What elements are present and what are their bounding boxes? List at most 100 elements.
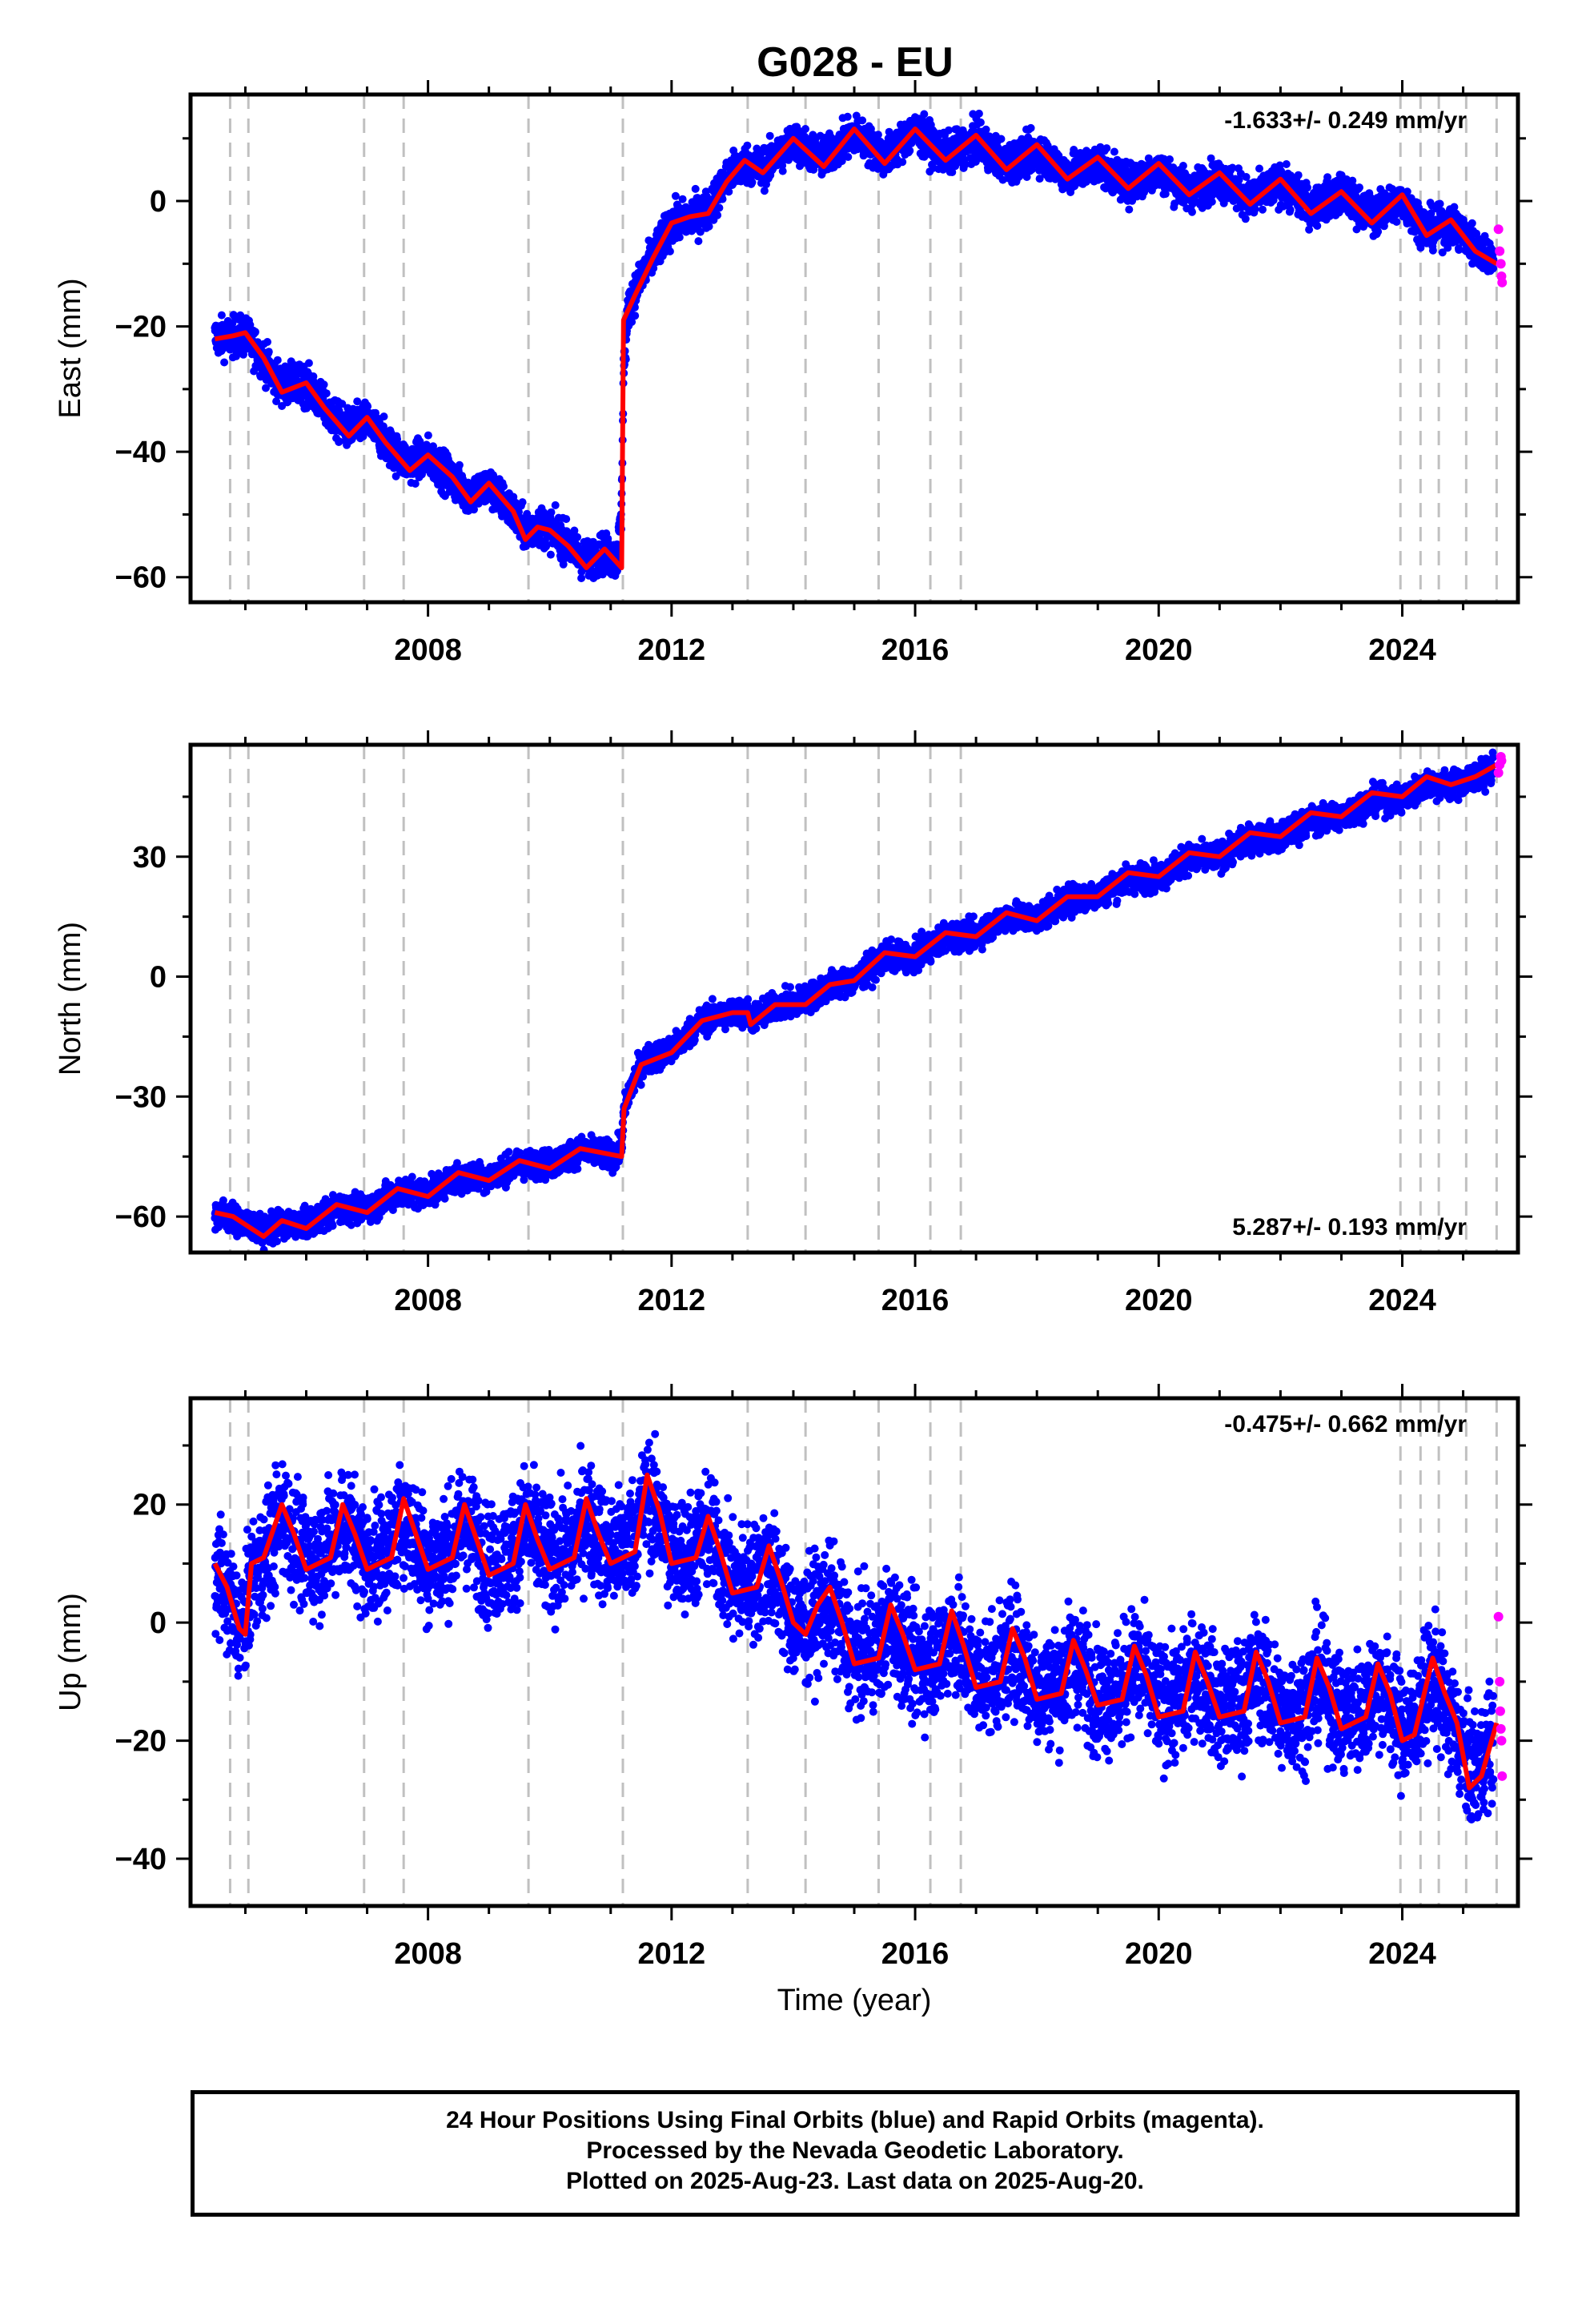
final-orbit-point [1022,173,1031,181]
final-orbit-point [694,237,703,246]
final-orbit-point [562,515,571,524]
final-orbit-point [518,498,527,507]
final-orbit-point [1125,205,1134,214]
final-orbit-point [251,328,259,336]
final-orbit-point [1161,190,1170,199]
final-orbit-point [1251,205,1259,214]
final-orbit-point [844,153,853,161]
final-orbit-point [546,550,555,559]
final-orbit-point [1359,223,1367,231]
final-orbit-point [675,233,684,242]
final-orbit-point [1323,173,1332,182]
final-orbit-point [976,118,985,127]
final-orbit-point [523,509,532,518]
final-orbit-point [725,187,733,196]
final-orbit-point [843,112,852,121]
final-orbit-point [1178,162,1187,170]
final-orbit-point [379,412,388,421]
final-orbit-point [905,147,914,155]
final-orbit-point [455,460,464,469]
final-orbit-point [948,168,957,176]
final-orbit-point [263,338,271,346]
final-orbit-point [547,508,556,517]
final-orbit-point [1110,147,1118,156]
final-orbit-point [718,195,727,203]
final-orbit-point [322,389,331,398]
final-orbit-point [220,358,229,367]
final-orbit-point [489,471,498,480]
final-orbit-point [1102,144,1111,153]
final-orbit-point [262,384,270,392]
final-orbit-point [961,160,970,169]
final-orbit-point [309,372,318,380]
final-orbit-point [858,116,867,125]
final-orbit-point [335,437,343,446]
final-orbit-point [997,135,1006,143]
final-orbit-point [411,480,420,488]
final-orbit-point [1188,207,1196,216]
final-orbit-point [778,167,787,175]
final-orbit-point [1294,171,1303,179]
final-orbit-point [363,402,372,411]
final-orbit-point [1207,197,1216,206]
final-orbit-point [418,470,426,479]
final-orbit-point [873,131,882,139]
final-orbit-point [1303,183,1311,192]
final-orbit-point [304,359,313,368]
final-orbit-point [551,501,560,509]
final-orbit-point [1235,175,1243,184]
final-orbit-point [765,131,774,140]
final-orbit-point [1305,225,1314,234]
final-orbit-point [217,311,226,320]
final-orbit-point [470,505,478,514]
final-orbit-point [1348,176,1357,185]
final-orbit-point [612,540,621,549]
final-orbit-point [1313,222,1322,230]
final-orbit-point [1286,206,1295,214]
final-orbit-point [570,526,579,535]
final-orbit-point [1352,225,1361,234]
final-orbit-point [1228,163,1237,172]
final-orbit-point [760,187,769,195]
final-orbit-point [424,431,432,440]
final-orbit-point [1026,123,1035,132]
final-orbit-point [542,542,551,551]
final-orbit-point [920,110,929,119]
final-orbit-point [696,227,705,236]
final-orbit-point [691,184,700,193]
final-orbit-point [1355,183,1363,192]
final-orbit-point [1207,154,1215,163]
final-orbit-point [264,348,273,356]
final-orbit-point [801,125,809,133]
final-orbit-point [272,397,281,406]
final-orbit-point [743,141,752,150]
final-orbit-point [898,158,907,167]
final-orbit-point [628,318,636,326]
final-orbit-point [1259,205,1267,214]
final-orbit-point [982,125,990,134]
chart-title: G028 - EU [757,39,954,86]
final-orbit-point [748,178,757,187]
final-orbit-point [665,247,674,255]
final-orbit-point [974,109,983,118]
final-orbit-point [705,222,713,231]
final-orbit-point [1242,173,1251,181]
final-orbit-point [338,400,347,408]
final-orbit-point [945,126,953,135]
final-orbit-point [671,191,680,200]
final-orbit-point [631,312,640,320]
final-orbit-point [319,380,328,389]
final-orbit-point [678,195,687,203]
final-orbit-point [984,166,993,175]
final-orbit-point [573,533,582,541]
final-orbit-point [353,397,362,406]
final-orbit-point [613,566,621,575]
final-orbit-point [1166,155,1174,163]
final-orbit-point [1241,215,1250,223]
final-orbit-point [713,211,722,219]
final-orbit-point [273,356,282,364]
final-orbit-point [1035,175,1044,183]
final-orbit-point [1255,164,1263,173]
